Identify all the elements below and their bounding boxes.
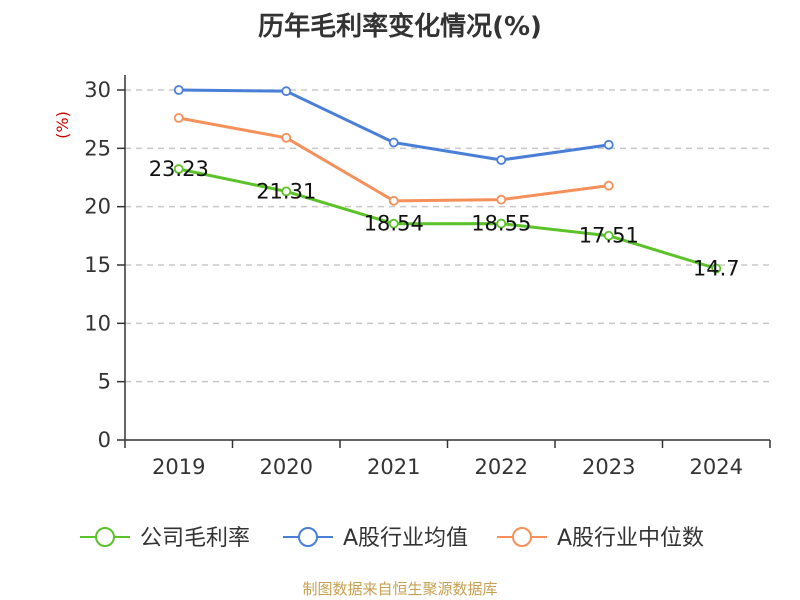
data-label: 18.54 — [364, 212, 424, 236]
data-point — [281, 132, 292, 143]
data-point — [603, 139, 614, 150]
y-tick-label: 0 — [98, 428, 111, 452]
series-1 — [173, 85, 614, 165]
legend-label: A股行业均值 — [343, 526, 468, 551]
data-labels: 23.23 21.31 18.54 18.55 17.51 14.7 — [149, 157, 740, 281]
legend-marker — [95, 527, 115, 547]
y-tick-label: 5 — [98, 370, 111, 394]
data-point — [496, 194, 507, 205]
x-tick-label: 2021 — [367, 455, 420, 479]
axes: 0 5 10 15 20 25 30 2019 2020 2021 2022 2023 2024 — [84, 75, 771, 479]
x-tick-label: 2019 — [152, 455, 205, 479]
series-layer — [173, 85, 722, 274]
data-label: 21.31 — [256, 179, 316, 203]
legend-item[interactable]: A股行业中位数 — [497, 526, 704, 551]
data-point — [173, 113, 184, 123]
data-point — [603, 230, 614, 241]
legend-item[interactable]: 公司毛利率 — [80, 526, 250, 551]
legend-marker — [298, 527, 318, 547]
y-tick-label: 15 — [84, 253, 111, 277]
y-tick-label: 20 — [84, 195, 111, 219]
data-point — [496, 218, 507, 229]
data-point — [388, 137, 399, 148]
source-note: 制图数据来自恒生聚源数据库 — [302, 580, 498, 598]
data-point — [173, 85, 184, 95]
legend-marker — [512, 527, 532, 547]
data-point — [496, 155, 507, 165]
series-line — [178, 167, 717, 270]
series-2 — [173, 113, 614, 206]
legend-item[interactable]: A股行业均值 — [283, 526, 468, 551]
data-point — [173, 164, 184, 174]
data-point — [281, 186, 292, 197]
x-tick-label: 2023 — [582, 455, 635, 479]
data-label: 17.51 — [579, 224, 639, 248]
data-point — [281, 86, 292, 97]
data-label: 18.55 — [471, 212, 531, 236]
y-tick-label: 25 — [84, 136, 111, 160]
legend-label: A股行业中位数 — [557, 526, 704, 551]
data-label: 23.23 — [149, 157, 209, 181]
y-tick-label: 30 — [84, 78, 111, 102]
series-0 — [173, 164, 722, 274]
data-point — [388, 195, 399, 206]
x-tick-label: 2024 — [690, 455, 743, 479]
data-point — [711, 263, 722, 274]
data-point — [603, 180, 614, 191]
data-point — [388, 218, 399, 229]
series-line — [178, 88, 609, 162]
data-label: 14.7 — [693, 257, 740, 281]
x-tick-label: 2022 — [475, 455, 528, 479]
series-line — [178, 116, 609, 203]
legend: 公司毛利率 A股行业均值 A股行业中位数 — [80, 526, 704, 551]
y-axis-label: (%) — [53, 111, 72, 139]
grid-lines — [125, 89, 770, 383]
legend-label: 公司毛利率 — [140, 526, 250, 551]
y-tick-label: 10 — [84, 311, 111, 335]
chart-title: 历年毛利率变化情况(%) — [258, 12, 542, 42]
x-tick-label: 2020 — [260, 455, 313, 479]
